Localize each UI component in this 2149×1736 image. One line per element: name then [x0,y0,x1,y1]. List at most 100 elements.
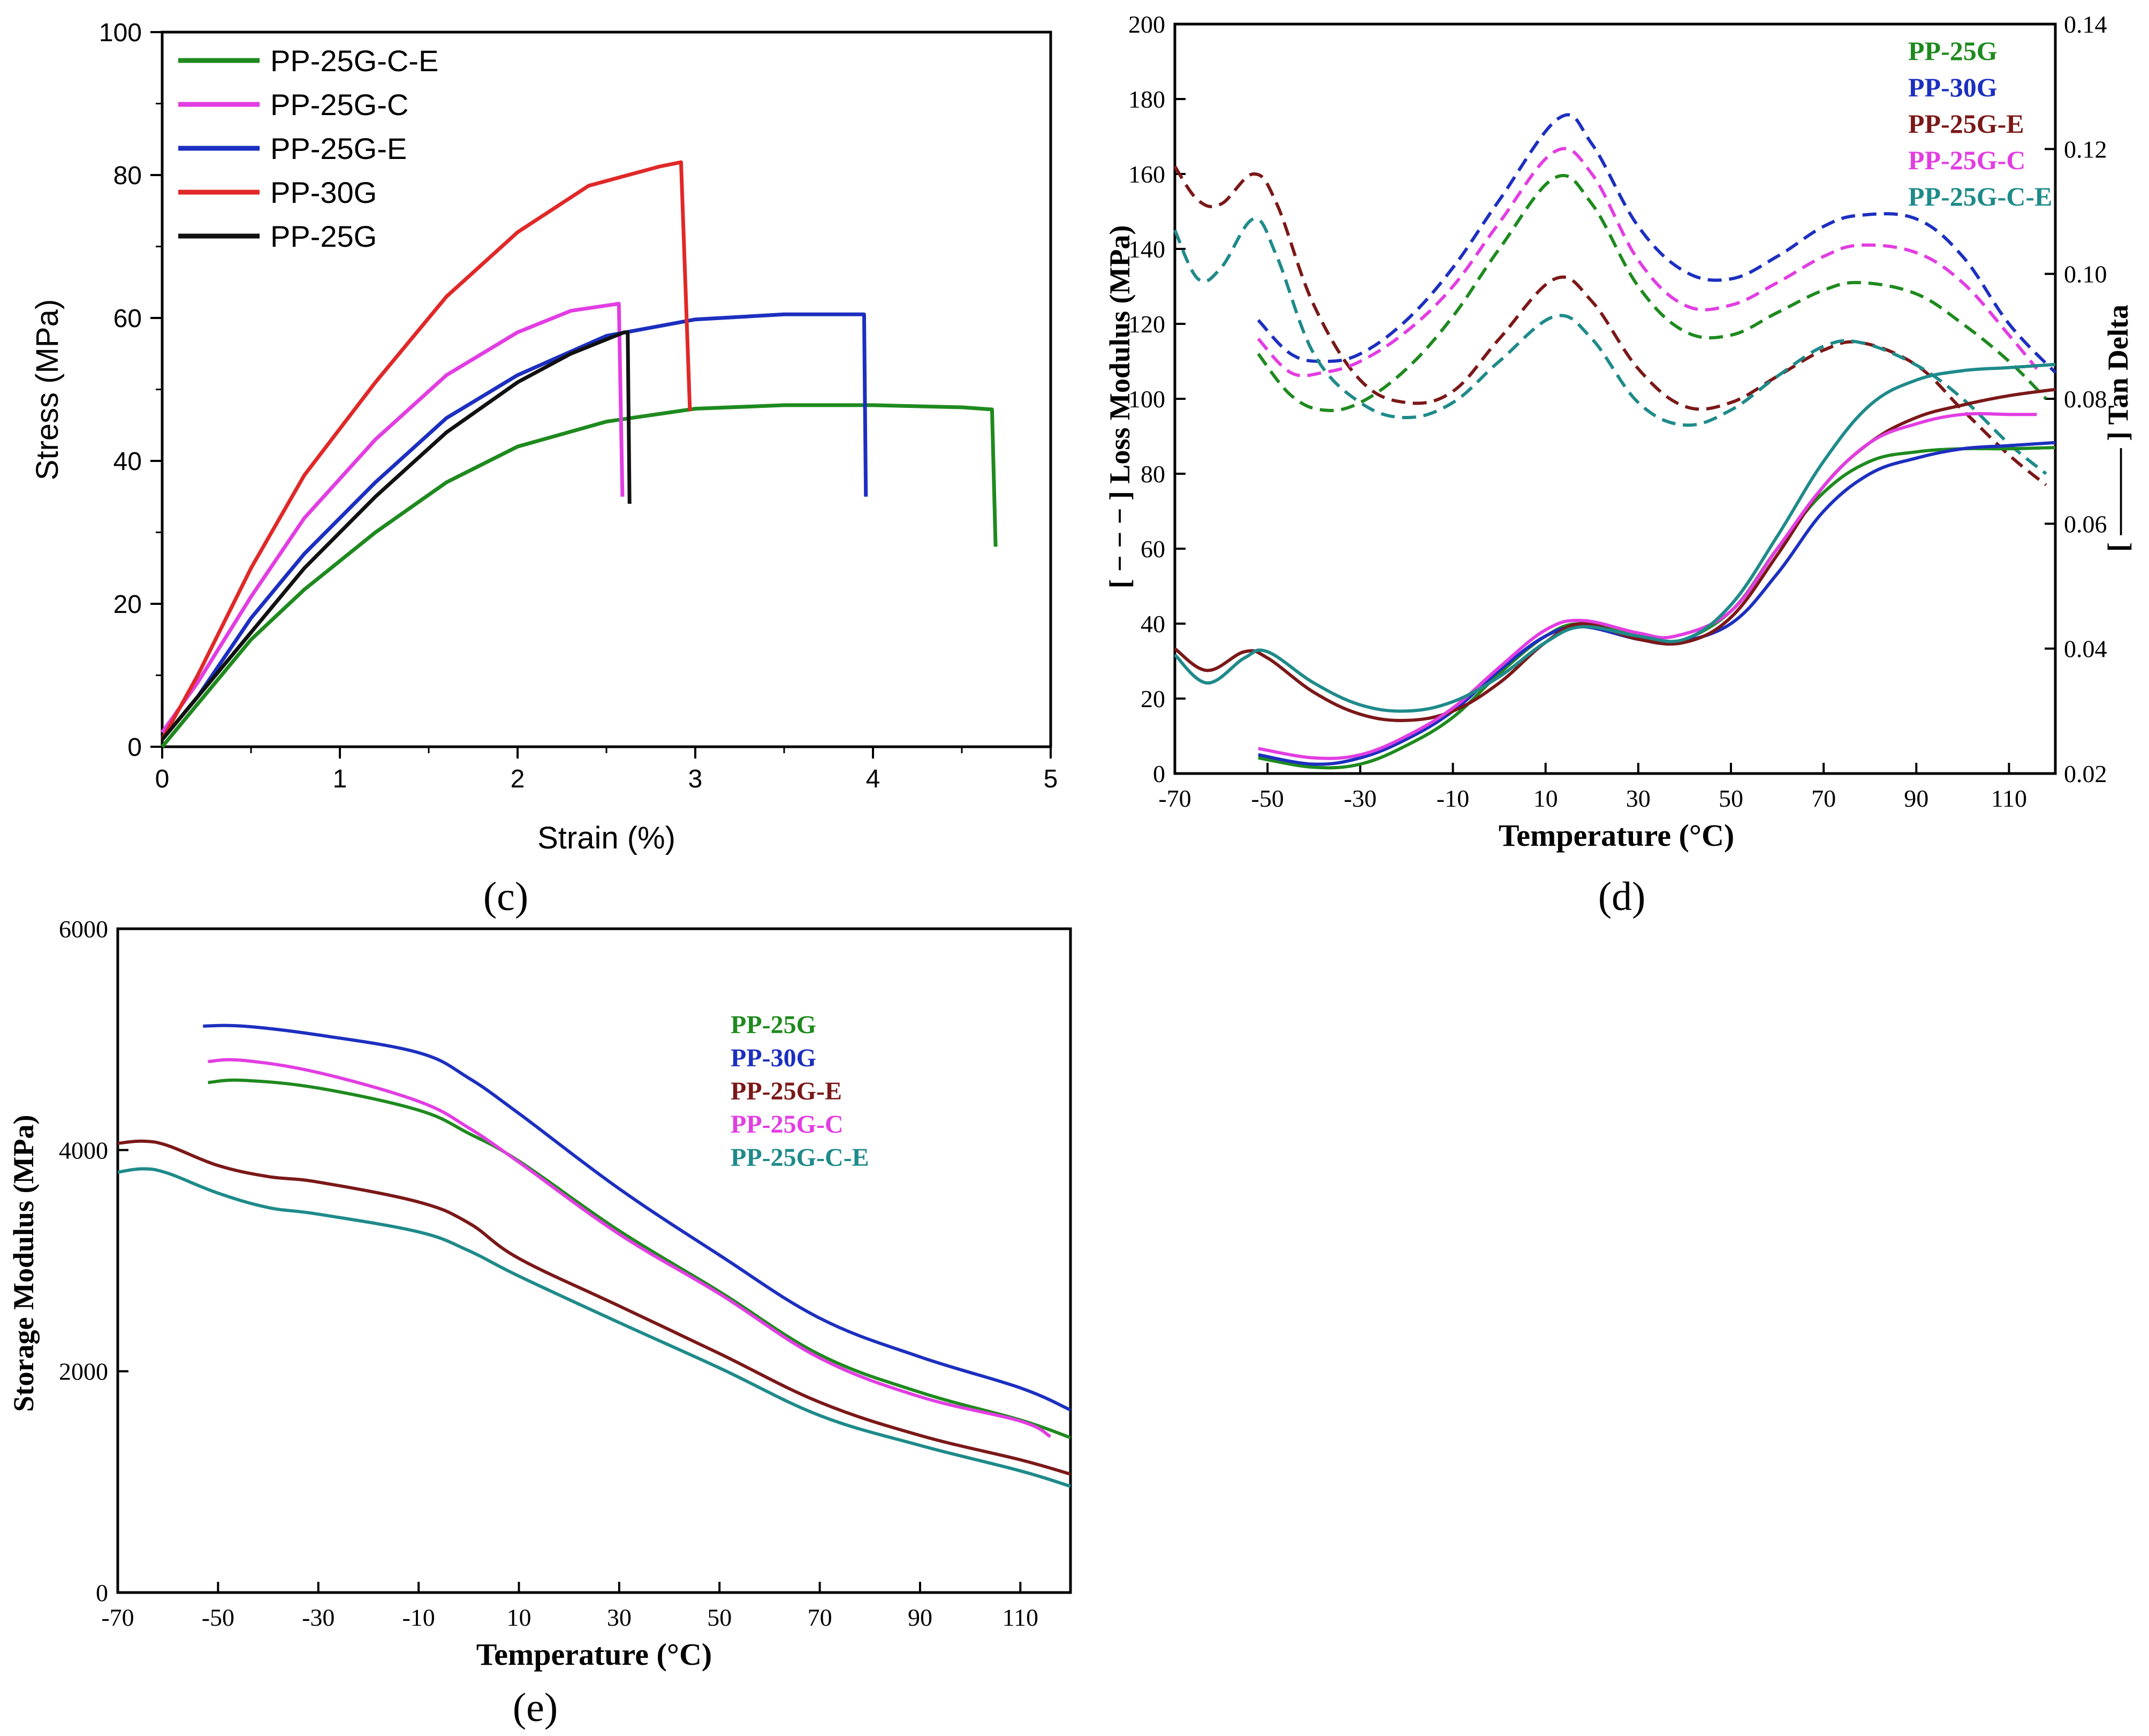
panel-c-legend: PP-25G-C-E PP-25G-C PP-25G-E PP-30G PP-25G [178,44,438,253]
series-line-pp-25g-c [208,1058,1052,1438]
y-right-tick-label: 0.04 [2064,635,2107,663]
x-tick-label: -10 [402,1604,435,1631]
panel-d-caption: (d) [1598,874,1646,919]
panel-c-xlabel: Strain (%) [537,821,675,855]
panel-e-storage-modulus: -70 -50 -30 -10 10 30 50 70 90 110 0 2000 4000 6000 P… [7,915,1072,1730]
y-left-tick-label: 60 [1141,535,1165,563]
legend-label-pp-30g: PP-30G [270,176,377,209]
y-left-tick-label: 160 [1128,161,1165,188]
y-right-tick-label: 0.02 [2064,760,2107,787]
x-tick-label: -30 [1344,785,1377,812]
panel-d-legend: PP-25G PP-30G PP-25G-E PP-25G-C PP-25G-C-E [1908,36,2052,211]
panel-d-ticks: -70 -50 -30 -10 10 30 50 70 90 110 0 20 40 60 80 100 120… [1128,11,2107,812]
y-tick-label: 20 [113,590,142,619]
y-tick-label: 40 [113,448,142,476]
series-line-pp-25g-e-loss-modulus [1173,165,2047,487]
legend-label-pp-25g: PP-25G [270,219,377,253]
x-tick-label: 30 [607,1604,632,1631]
legend-label-pp-25g-e: PP-25G-E [1908,109,2024,139]
x-tick-label: -70 [101,1604,134,1631]
y-left-tick-label: 120 [1128,310,1165,338]
x-tick-label: 3 [688,765,703,793]
panel-e-plot-frame [116,927,1072,1594]
y-tick-label: 0 [96,1579,108,1606]
x-tick-label: 50 [1719,785,1743,812]
x-tick-label: 110 [1991,785,2027,812]
panel-d-ylabel-right: [ ——— ] Tan Delta [2102,305,2134,552]
legend-label-pp-25g: PP-25G [731,1011,816,1039]
x-tick-label: 10 [506,1604,531,1631]
x-tick-label: 4 [866,765,880,793]
panel-e-ylabel: Storage Modulus (MPa) [7,1115,40,1412]
panel-c-ylabel: Stress (MPa) [30,299,65,480]
panel-d-loss-modulus-tan-delta: -70 -50 -30 -10 10 30 50 70 90 110 0 20 40 60 80 100 120… [1104,11,2134,919]
x-tick-label: -70 [1158,785,1191,812]
panel-e-legend: PP-25G PP-30G PP-25G-E PP-25G-C PP-25G-C-E [731,1011,869,1172]
series-line-pp-25g-c-loss-modulus [1257,147,2038,377]
series-line-pp-25g-loss-modulus [1257,173,2047,412]
y-right-tick-label: 0.08 [2064,385,2107,413]
x-tick-label: 10 [1533,785,1558,812]
x-tick-label: 70 [1811,785,1836,812]
y-left-tick-label: 140 [1128,236,1165,263]
legend-label-pp-30g: PP-30G [731,1044,816,1072]
y-right-tick-label: 0.12 [2064,135,2107,163]
legend-label-pp-30g: PP-30G [1908,72,1998,102]
series-line-pp-25g-c-e [161,403,998,748]
x-tick-label: -50 [1251,785,1284,812]
x-tick-label: 90 [908,1604,932,1631]
panel-c-ticks: 0 1 2 3 4 5 0 20 40 60 80 100 [99,19,1058,793]
panel-e-series [117,1024,1072,1488]
y-left-tick-label: 0 [1153,760,1165,787]
y-tick-label: 60 [113,305,142,333]
x-tick-label: 90 [1904,785,1928,812]
x-tick-label: -50 [202,1604,234,1631]
series-line-pp-25g-c [161,301,625,734]
y-left-tick-label: 20 [1141,685,1165,712]
panel-c-caption: (c) [483,874,528,919]
y-right-tick-label: 0.10 [2064,261,2107,288]
panel-e-xlabel: Temperature (°C) [476,1637,712,1672]
series-line-pp-30g [160,160,692,741]
y-tick-label: 80 [113,162,142,190]
legend-label-pp-25g-e: PP-25G-E [270,132,407,165]
x-tick-label: -30 [302,1604,335,1631]
series-line-pp-25g-e [117,1139,1071,1476]
y-tick-label: 0 [127,733,142,762]
legend-label-pp-25g-c-e: PP-25G-C-E [731,1143,869,1172]
x-tick-label: 50 [707,1604,732,1631]
series-line-pp-25g-e [161,312,868,741]
panel-e-caption: (e) [513,1685,558,1730]
y-left-tick-label: 180 [1128,86,1165,113]
series-line-pp-25g-c-e-loss-modulus [1173,217,2047,475]
legend-label-pp-25g: PP-25G [1908,36,1998,66]
series-line-pp-25g-c-tan-delta [1258,412,2037,760]
x-tick-label: 2 [511,765,525,793]
y-left-tick-label: 200 [1128,11,1165,38]
series-line-pp-25g [161,330,632,741]
panel-d-xlabel: Temperature (°C) [1499,818,1734,853]
series-line-pp-30g [203,1024,1072,1412]
x-tick-label: 30 [1626,785,1651,812]
panel-d-series [1173,113,2057,770]
x-tick-label: 110 [1003,1604,1038,1631]
panel-c-series [160,160,998,748]
y-tick-label: 6000 [59,915,108,943]
legend-label-pp-25g-c-e: PP-25G-C-E [1908,181,2052,211]
x-tick-label: 5 [1044,765,1058,793]
y-tick-label: 2000 [59,1358,108,1385]
legend-label-pp-25g-c-e: PP-25G-C-E [270,44,438,78]
y-left-tick-label: 40 [1141,610,1165,638]
legend-label-pp-25g-c: PP-25G-C [1908,145,2025,175]
x-tick-label: 1 [333,765,347,793]
legend-label-pp-25g-e: PP-25G-E [731,1077,842,1105]
y-tick-label: 4000 [59,1136,108,1164]
x-tick-label: 70 [808,1604,832,1631]
series-line-pp-25g [208,1078,1072,1439]
y-right-tick-label: 0.14 [2064,11,2107,38]
series-line-pp-25g-c-e [117,1167,1071,1488]
panel-e-ticks: -70 -50 -30 -10 10 30 50 70 90 110 0 2000 4000 6000 [59,915,1038,1631]
